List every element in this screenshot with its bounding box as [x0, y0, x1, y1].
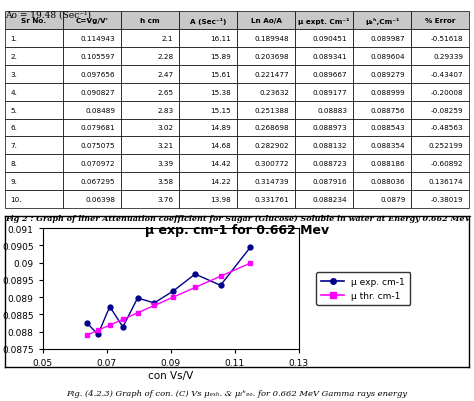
Text: Ao = 19.48 (Sec⁻¹): Ao = 19.48 (Sec⁻¹)	[5, 10, 91, 19]
Legend: μ exp. cm-1, μ thr. cm-1: μ exp. cm-1, μ thr. cm-1	[316, 272, 410, 305]
Text: Fig 2 : Graph of liner Attenuation coefficient for Sugar (Glucose) Soluble in wa: Fig 2 : Graph of liner Attenuation coeff…	[5, 215, 471, 223]
Text: Fig. (4.2.3) Graph of con. (C) Vs μₑₓₕ. & μₜʰₑₒ. for 0.662 MeV Gamma rays energy: Fig. (4.2.3) Graph of con. (C) Vs μₑₓₕ. …	[66, 389, 408, 397]
Text: μ exp. cm-1 for 0.662 Mev: μ exp. cm-1 for 0.662 Mev	[145, 223, 329, 236]
X-axis label: con Vs/V: con Vs/V	[148, 370, 193, 380]
